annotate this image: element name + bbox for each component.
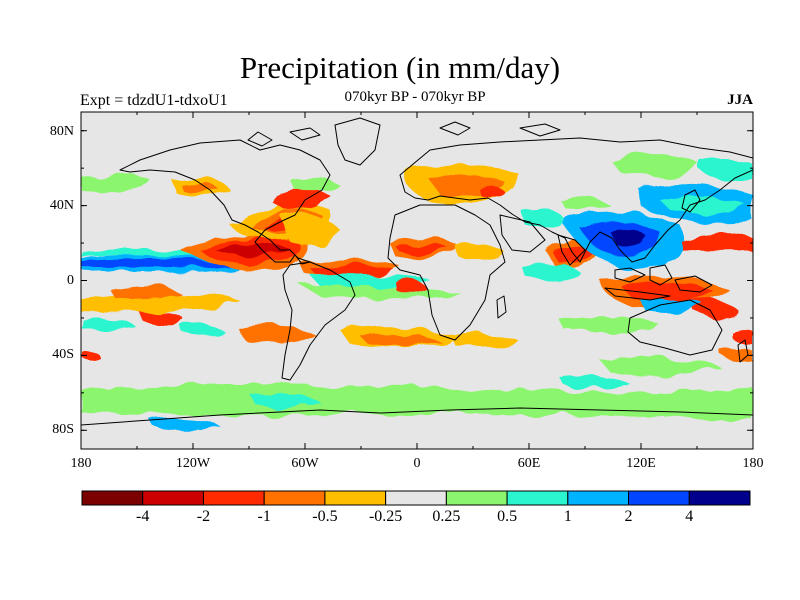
colorbar-swatch — [506, 490, 569, 506]
coastlines — [81, 117, 753, 426]
colorbar-swatch — [567, 490, 630, 506]
lat-label-80n: 80N — [49, 124, 74, 139]
lat-label-80s: 80S — [52, 422, 74, 437]
axis-ticks — [80, 112, 754, 449]
season-label: JJA — [727, 92, 753, 108]
colorbar-swatch — [81, 490, 144, 506]
colorbar-label: -1 — [257, 508, 271, 525]
colorbar-swatch — [688, 490, 751, 506]
colorbar-label: 0.25 — [432, 508, 461, 525]
colorbar-swatch — [142, 490, 204, 506]
lon-label-60e: 60E — [517, 456, 541, 471]
lat-label-40n: 40N — [49, 198, 74, 213]
map-title: Precipitation (in mm/day) — [239, 50, 561, 85]
colorbar-label: 0.5 — [497, 508, 518, 525]
lon-label-60w: 60W — [291, 456, 319, 471]
colorbar-swatch — [263, 490, 326, 506]
lat-label-eq: 0 — [67, 273, 74, 288]
colorbar-label: -0.25 — [368, 508, 403, 525]
colorbar-swatch — [445, 490, 508, 506]
colorbar-swatch — [385, 490, 447, 506]
colorbar-label: 1 — [563, 508, 572, 525]
lat-label-40s: 40S — [52, 347, 74, 362]
colorbar-label: -2 — [196, 508, 211, 525]
colorbar-swatch — [202, 490, 265, 506]
lon-label-120e: 120E — [626, 456, 656, 471]
colorbar — [81, 490, 751, 506]
experiment-label: Expt = tdzdU1-tdxoU1 — [80, 92, 228, 109]
colorbar-label: -0.5 — [312, 508, 338, 525]
lon-label-180w: 180 — [70, 456, 92, 471]
lon-label-180e: 180 — [742, 456, 764, 471]
period-label: 070kyr BP - 070kyr BP — [344, 89, 486, 105]
colorbar-label: 2 — [624, 508, 633, 525]
lon-label-120w: 120W — [175, 456, 211, 471]
lon-label-0: 0 — [413, 456, 421, 471]
colorbar-swatch — [628, 490, 690, 506]
precipitation-anomaly-field — [81, 143, 753, 431]
colorbar-label: 4 — [685, 508, 694, 525]
colorbar-swatch — [324, 490, 387, 506]
colorbar-label: -4 — [136, 508, 150, 525]
